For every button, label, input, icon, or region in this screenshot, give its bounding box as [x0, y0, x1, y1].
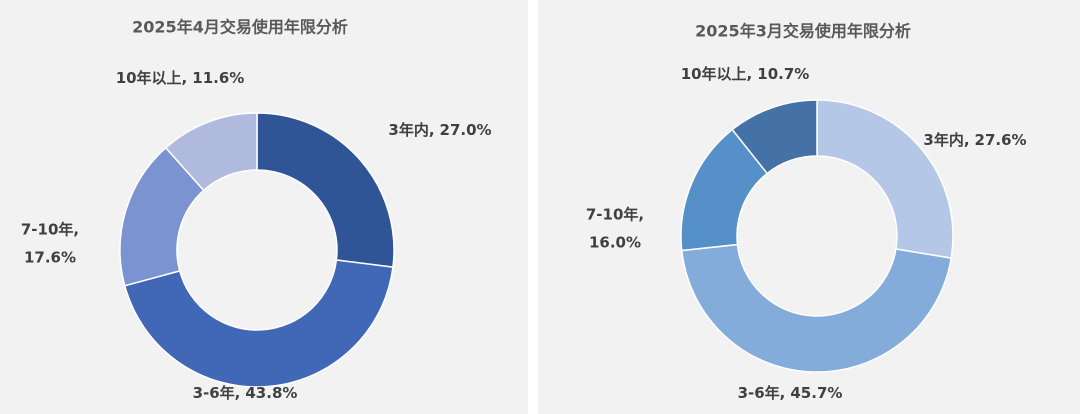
- donut-slice: [731, 99, 818, 175]
- data-label-category: 10年以上,: [116, 69, 188, 87]
- data-label: 3-6年, 45.7%: [738, 384, 843, 402]
- donut-slice: [256, 112, 395, 269]
- data-label-value: 10.7%: [757, 65, 809, 83]
- data-label-category: 7-10年,: [21, 221, 79, 239]
- donut-slice: [816, 99, 954, 259]
- data-label: 3年内, 27.6%: [923, 131, 1026, 149]
- data-label: 10年以上, 10.7%: [681, 65, 810, 83]
- donut-slice: [123, 259, 394, 388]
- data-label-category: 3年内,: [923, 131, 969, 149]
- chart-title: 2025年3月交易使用年限分析: [695, 22, 911, 41]
- data-label-value: 45.7%: [790, 384, 842, 402]
- data-label: 10年以上, 11.6%: [116, 69, 245, 87]
- data-label-value: 27.6%: [975, 131, 1027, 149]
- data-label: 3年内, 27.0%: [388, 121, 491, 139]
- data-label-value: 16.0%: [589, 234, 641, 252]
- data-label-category: 7-10年,: [586, 206, 644, 224]
- data-label-value: 43.8%: [245, 384, 297, 402]
- data-label-category: 3-6年,: [738, 384, 786, 402]
- data-label-value: 17.6%: [24, 249, 76, 267]
- data-label: 3-6年, 43.8%: [193, 384, 298, 402]
- chart-title: 2025年4月交易使用年限分析: [132, 18, 348, 37]
- data-label-category: 3年内,: [388, 121, 434, 139]
- donut-slice: [680, 243, 953, 373]
- data-label-category: 10年以上,: [681, 65, 753, 83]
- data-label-value: 27.0%: [440, 121, 492, 139]
- donut-slice: [164, 112, 258, 192]
- data-label-category: 3-6年,: [193, 384, 241, 402]
- data-label-value: 11.6%: [192, 69, 244, 87]
